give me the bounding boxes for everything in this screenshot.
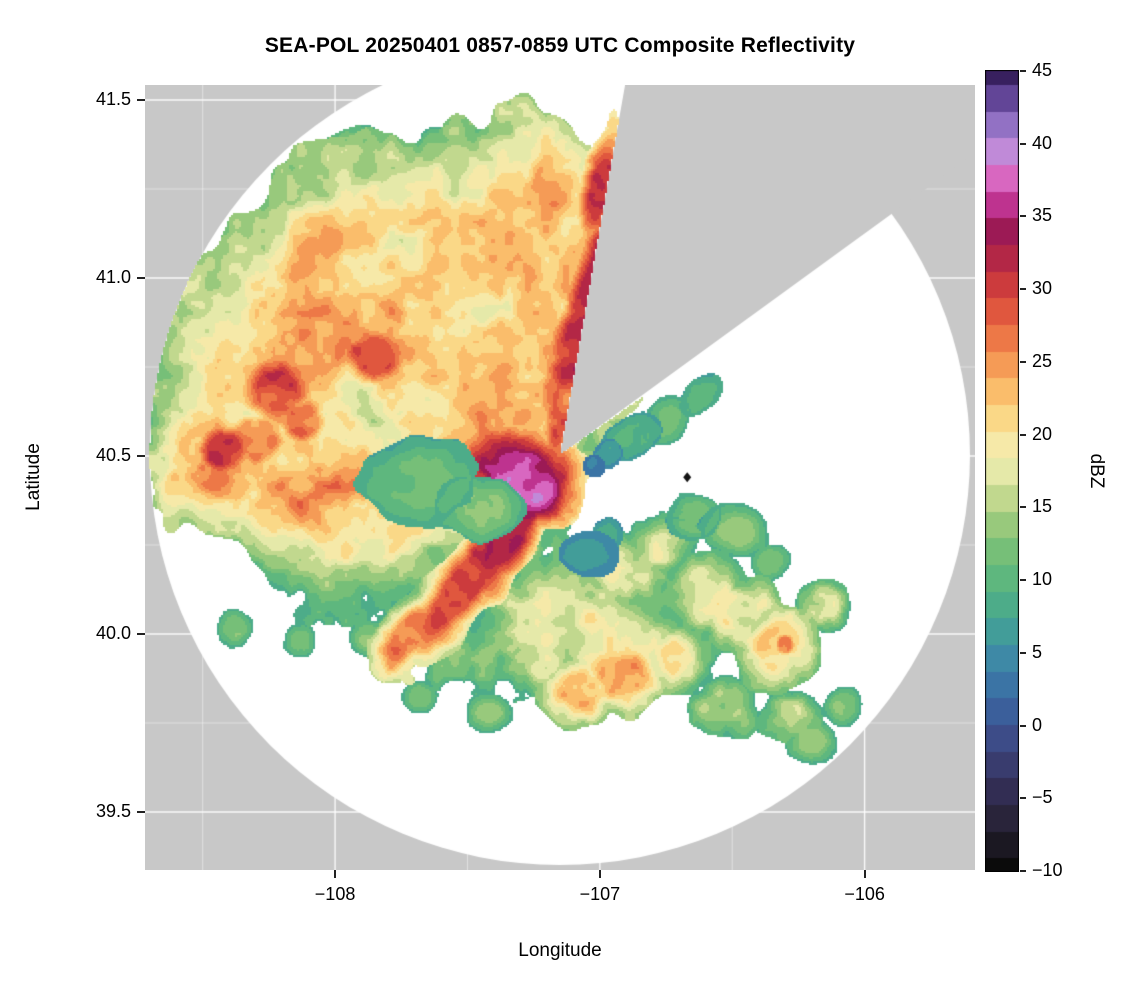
colorbar-tick-label: 5 [1032, 641, 1043, 662]
x-tick-mark [863, 870, 866, 878]
x-tick-mark [598, 870, 601, 878]
colorbar-tick-mark [1020, 433, 1026, 436]
colorbar-tick-label: 25 [1032, 350, 1053, 371]
y-tick-mark [137, 276, 145, 279]
colorbar-tick-label: 45 [1032, 60, 1053, 80]
radar-plot-canvas [145, 85, 975, 870]
x-tick-mark [334, 870, 337, 878]
colorbar-label: dBZ [1086, 453, 1107, 489]
y-tick-mark [137, 632, 145, 635]
y-tick-label: 39.5 [95, 800, 131, 821]
colorbar-tick-mark [1020, 288, 1026, 291]
colorbar-tick-mark [1020, 506, 1026, 509]
colorbar-tick-label: 40 [1032, 132, 1053, 153]
colorbar-tick-label: 0 [1032, 714, 1043, 735]
colorbar-tick-mark [1020, 142, 1026, 145]
y-tick-label: 40.5 [95, 444, 131, 465]
colorbar-tick-mark [1020, 724, 1026, 727]
colorbar-tick-label: 30 [1032, 278, 1053, 299]
colorbar-tick-label: 20 [1032, 423, 1053, 444]
y-tick-label: 40.0 [95, 622, 131, 643]
colorbar-tick-mark [1020, 215, 1026, 218]
colorbar-tick-mark [1020, 651, 1026, 654]
x-tick-label: −107 [579, 884, 621, 904]
colorbar-tick-mark [1020, 70, 1026, 72]
colorbar-tick-mark [1020, 579, 1026, 582]
colorbar-tick-label: 10 [1032, 569, 1053, 590]
colorbar-tick-label: 35 [1032, 205, 1053, 226]
y-tick-mark [137, 454, 145, 457]
y-tick-mark [137, 810, 145, 813]
x-axis-label: Longitude [518, 940, 602, 961]
y-axis-label: Latitude [23, 443, 44, 511]
colorbar [985, 70, 1019, 872]
x-tick-label: −108 [314, 884, 356, 904]
y-tick-label: 41.0 [95, 266, 131, 287]
colorbar-tick-label: −10 [1032, 860, 1063, 880]
x-tick-label: −106 [844, 884, 885, 904]
colorbar-tick-label: 15 [1032, 496, 1053, 517]
colorbar-tick-mark [1020, 797, 1026, 800]
colorbar-tick-mark [1020, 360, 1026, 363]
chart-title: SEA-POL 20250401 0857-0859 UTC Composite… [264, 34, 856, 57]
y-tick-mark [137, 98, 145, 101]
y-tick-label: 41.5 [95, 88, 131, 109]
colorbar-tick-label: −5 [1032, 787, 1053, 808]
colorbar-tick-mark [1020, 870, 1026, 872]
